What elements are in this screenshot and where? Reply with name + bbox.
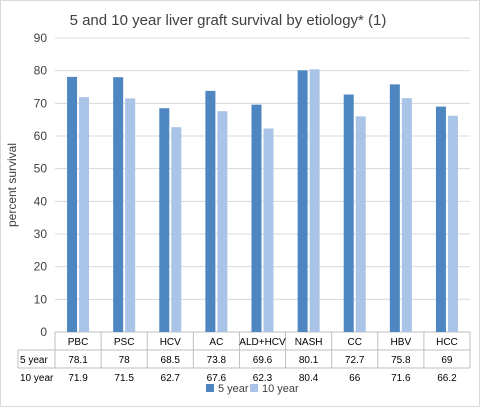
legend-swatch [250, 384, 258, 392]
data-label: 80.1 [299, 355, 319, 366]
data-label: 72.7 [345, 355, 365, 366]
bar-5-year [343, 94, 354, 332]
legend-swatch [206, 384, 214, 392]
category-label: AC [209, 337, 223, 348]
data-label: 62.3 [253, 373, 273, 384]
data-label: 68.5 [161, 355, 181, 366]
bar-10-year [401, 98, 412, 333]
data-label: 67.6 [207, 373, 227, 384]
bar-10-year [355, 116, 366, 333]
chart-title: 5 and 10 year liver graft survival by et… [70, 12, 387, 29]
y-tick-label: 40 [34, 194, 48, 208]
data-label: 69 [441, 355, 453, 366]
y-axis-ticks: 0 10 20 30 40 50 60 70 80 90 [34, 31, 48, 339]
data-label: 75.8 [391, 355, 411, 366]
data-label: 71.5 [114, 373, 134, 384]
y-tick-label: 70 [34, 96, 48, 110]
bar-5-year [205, 90, 216, 332]
bar-5-year [67, 76, 78, 332]
bar-10-year [171, 127, 182, 333]
data-label: 66 [349, 373, 361, 384]
legend-label: 10 year [262, 383, 299, 395]
data-label: 69.6 [253, 355, 273, 366]
bar-5-year [297, 70, 308, 332]
y-tick-label: 20 [34, 260, 48, 274]
data-label: 73.8 [207, 355, 227, 366]
bar-10-year [125, 98, 136, 332]
data-label: 78 [119, 355, 131, 366]
category-label: HCV [160, 337, 181, 348]
bar-10-year [309, 69, 320, 333]
category-label: CC [347, 337, 361, 348]
y-tick-label: 80 [34, 64, 48, 78]
category-label: ALD+HCV [239, 337, 286, 348]
bar-10-year [263, 128, 274, 332]
y-tick-label: 50 [34, 162, 48, 176]
y-tick-label: 90 [34, 31, 48, 45]
data-label: 80.4 [299, 373, 319, 384]
legend: 5 year 10 year [206, 383, 299, 395]
data-label: 62.7 [161, 373, 181, 384]
bar-10-year [447, 115, 458, 332]
data-label: 78.1 [68, 355, 88, 366]
category-label: NASH [295, 337, 323, 348]
table-row-label: 10 year [20, 373, 54, 384]
table-row-label: 5 year [20, 355, 48, 366]
category-label: PSC [114, 337, 135, 348]
y-tick-label: 10 [34, 292, 48, 306]
y-tick-label: 30 [34, 227, 48, 241]
bar-5-year [159, 108, 170, 332]
bar-5-year [251, 104, 262, 332]
bar-10-year [79, 97, 90, 332]
category-label: HBV [391, 337, 412, 348]
y-axis-label: percent survival [5, 143, 19, 227]
y-tick-label: 0 [40, 325, 47, 339]
data-label: 71.6 [391, 373, 411, 384]
bar-5-year [113, 77, 124, 332]
y-tick-label: 60 [34, 129, 48, 143]
data-table: PBC PSC HCV AC ALD+HCV NASH CC HBV HCC 5 year 78.1… [17, 332, 471, 384]
legend-label: 5 year [218, 383, 249, 395]
gridlines [55, 37, 470, 333]
data-label: 71.9 [68, 373, 88, 384]
bar-10-year [217, 111, 228, 332]
bar-5-year [435, 106, 446, 332]
data-label: 66.2 [437, 373, 457, 384]
category-label: HCC [436, 337, 458, 348]
bars [67, 69, 458, 333]
bar-5-year [389, 84, 400, 333]
category-label: PBC [68, 337, 89, 348]
